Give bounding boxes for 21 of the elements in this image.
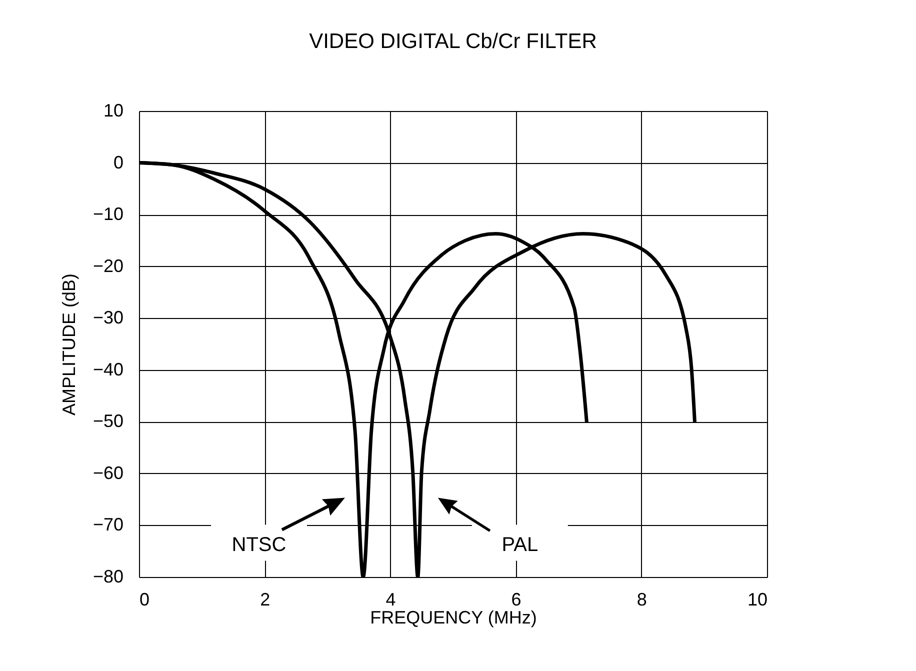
y-tick-label: −80 [92, 566, 124, 586]
x-tick-label: 0 [140, 590, 150, 610]
y-axis-title: AMPLITUDE (dB) [58, 273, 79, 416]
y-tick-label: −70 [92, 514, 124, 535]
y-tick-label: 10 [103, 100, 124, 120]
y-tick-label: 0 [113, 152, 124, 172]
x-tick-label: 8 [636, 590, 647, 610]
y-tick-label: −60 [92, 462, 124, 483]
annotation: PAL [502, 534, 538, 556]
x-tick-label: 6 [511, 590, 522, 610]
y-tick-label: −50 [92, 411, 124, 432]
y-tick-label: −40 [92, 359, 124, 380]
x-axis-title: FREQUENCY (MHz) [370, 608, 537, 628]
y-tick-label: −20 [92, 256, 124, 276]
x-tick-label: 2 [260, 590, 270, 610]
annotation: NTSC [232, 534, 286, 556]
x-tick-label: 4 [386, 590, 396, 610]
y-tick-label: −30 [92, 308, 124, 328]
y-tick-label: −10 [92, 204, 124, 224]
chart-title: VIDEO DIGITAL Cb/Cr FILTER [309, 30, 597, 53]
x-tick-label: 10 [747, 590, 768, 610]
